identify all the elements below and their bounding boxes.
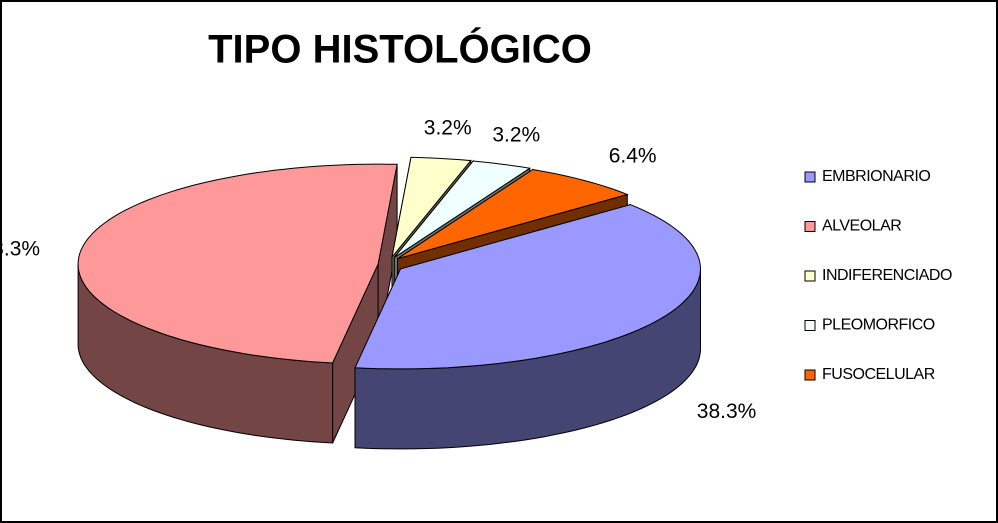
pie: 38.3% 48.3% 3.2% 3.2% 6.4% <box>0 116 757 450</box>
legend-label: PLEOMORFICO <box>822 317 935 334</box>
legend-swatch <box>804 369 816 381</box>
value-label: 48.3% <box>0 238 40 261</box>
legend-label: EMBRIONARIO <box>822 168 930 185</box>
value-label: 3.2% <box>492 124 540 147</box>
legend: EMBRIONARIO ALVEOLAR INDIFERENCIADO PLEOMOR… <box>804 168 952 383</box>
slice <box>77 163 398 364</box>
legend-label: ALVEOLAR <box>822 218 901 235</box>
value-label: 38.3% <box>697 400 757 423</box>
value-label: 3.2% <box>424 116 472 139</box>
chart-title: TIPO HISTOLÓGICO <box>208 26 592 72</box>
legend-label: FUSOCELULAR <box>822 366 935 383</box>
value-label: 6.4% <box>609 144 657 167</box>
legend-label: INDIFERENCIADO <box>822 267 952 284</box>
legend-swatch <box>804 221 816 232</box>
slice <box>397 168 629 260</box>
slice <box>391 156 472 258</box>
slice <box>354 204 702 370</box>
slice <box>393 160 532 258</box>
legend-swatch <box>804 171 816 183</box>
legend-swatch <box>804 270 816 282</box>
legend-swatch <box>804 320 816 331</box>
